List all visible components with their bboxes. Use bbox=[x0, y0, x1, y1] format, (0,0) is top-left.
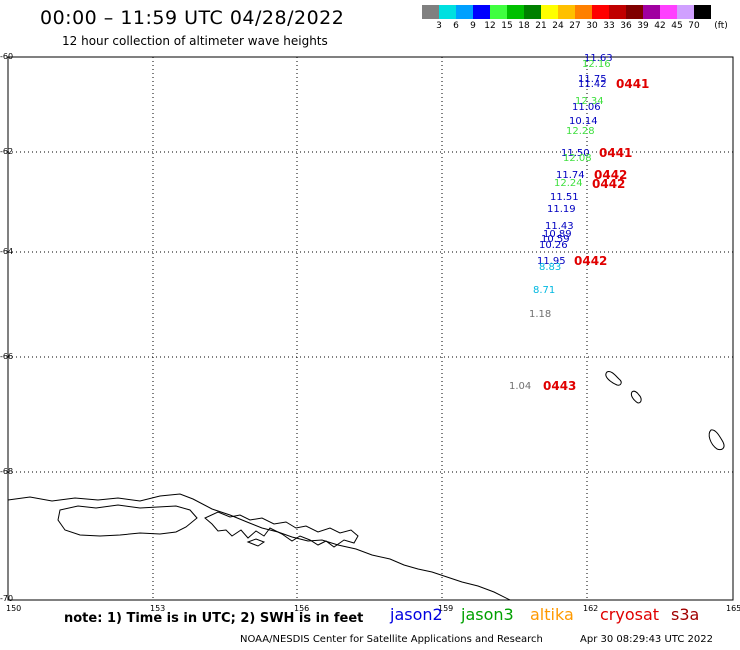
longitude-tick-label: 156 bbox=[294, 604, 310, 613]
pass-id-label: 0442 bbox=[574, 254, 608, 268]
footer-note: note: 1) Time is in UTC; 2) SWH is in fe… bbox=[64, 611, 364, 626]
wave-height-label: 1.18 bbox=[529, 309, 552, 320]
wave-height-label: 12.28 bbox=[566, 126, 595, 137]
wave-height-label: 11.74 bbox=[556, 170, 585, 181]
coastline bbox=[7, 371, 725, 601]
wave-height-label: 11.63 bbox=[584, 53, 613, 64]
longitude-tick-label: 162 bbox=[583, 604, 599, 613]
legend-swatch bbox=[592, 5, 609, 19]
wave-height-label: 8.71 bbox=[533, 285, 556, 296]
legend-swatch bbox=[541, 5, 558, 19]
wave-height-label: 1.04 bbox=[509, 381, 532, 392]
graticule bbox=[8, 57, 733, 600]
legend-swatch bbox=[643, 5, 660, 19]
legend-unit-label: (ft) bbox=[714, 21, 728, 31]
wave-height-label: 11.19 bbox=[547, 204, 576, 215]
legend-tick-label: 33 bbox=[603, 21, 615, 31]
page-subtitle: 12 hour collection of altimeter wave hei… bbox=[62, 34, 328, 48]
satellite-label: jason3 bbox=[461, 605, 514, 624]
pass-id-label: 0442 bbox=[594, 168, 628, 182]
legend-tick-label: 15 bbox=[501, 21, 513, 31]
legend-tick-label: 39 bbox=[637, 21, 649, 31]
legend-tick-label: 3 bbox=[436, 21, 442, 31]
wave-height-label: 10.89 bbox=[543, 229, 572, 240]
wave-height-label: 11.50 bbox=[561, 148, 590, 159]
pass-id-label: 0443 bbox=[543, 379, 577, 393]
legend-tick-label: 12 bbox=[484, 21, 496, 31]
legend-swatch bbox=[694, 5, 711, 19]
pass-id-label: 0441 bbox=[616, 77, 650, 91]
legend-swatch bbox=[507, 5, 524, 19]
footer-timestamp: Apr 30 08:29:43 UTC 2022 bbox=[580, 634, 713, 645]
legend-swatch bbox=[473, 5, 490, 19]
wave-height-label: 11.51 bbox=[550, 192, 579, 203]
wave-height-label: 11.06 bbox=[572, 102, 601, 113]
wave-height-label: 11.75 bbox=[578, 74, 607, 85]
legend-swatch bbox=[456, 5, 473, 19]
latitude-tick-label: -60 bbox=[0, 52, 14, 61]
legend-swatch bbox=[439, 5, 456, 19]
legend-tick-label: 30 bbox=[586, 21, 598, 31]
pass-id-label: 0442 bbox=[592, 177, 626, 191]
satellite-label: cryosat bbox=[600, 605, 660, 624]
wave-height-label: 11.42 bbox=[578, 79, 607, 90]
footer-credit: NOAA/NESDIS Center for Satellite Applica… bbox=[240, 634, 543, 645]
page-title: 00:00 – 11:59 UTC 04/28/2022 bbox=[40, 7, 345, 29]
legend-tick-label: 45 bbox=[671, 21, 683, 31]
legend-swatch bbox=[575, 5, 592, 19]
wave-height-label: 8.83 bbox=[539, 262, 562, 273]
legend-tick-label: 21 bbox=[535, 21, 547, 31]
latitude-tick-label: -62 bbox=[0, 147, 14, 156]
wave-height-label: 10.59 bbox=[541, 234, 570, 245]
legend-tick-label: 24 bbox=[552, 21, 564, 31]
satellite-label: altika bbox=[530, 605, 574, 624]
legend-swatch bbox=[660, 5, 677, 19]
wave-height-label: 12.24 bbox=[554, 178, 583, 189]
legend-swatch bbox=[490, 5, 507, 19]
satellite-label: jason2 bbox=[390, 605, 443, 624]
wave-height-label: 12.34 bbox=[575, 96, 604, 107]
longitude-tick-label: 159 bbox=[438, 604, 454, 613]
wave-height-label: 11.43 bbox=[545, 221, 574, 232]
latitude-tick-label: -68 bbox=[0, 467, 14, 476]
legend-tick-label: 6 bbox=[453, 21, 459, 31]
longitude-tick-label: 150 bbox=[6, 604, 22, 613]
legend-tick-label: 70 bbox=[688, 21, 700, 31]
longitude-tick-label: 165 bbox=[726, 604, 740, 613]
legend-swatch bbox=[422, 5, 439, 19]
wave-height-label: 11.95 bbox=[537, 256, 566, 267]
latitude-tick-label: -70 bbox=[0, 594, 14, 603]
legend-tick-label: 9 bbox=[470, 21, 476, 31]
wave-height-label: 10.14 bbox=[569, 116, 598, 127]
legend-swatch bbox=[626, 5, 643, 19]
legend-tick-label: 42 bbox=[654, 21, 666, 31]
wave-height-label: 10.26 bbox=[539, 240, 568, 251]
legend-swatch bbox=[524, 5, 541, 19]
legend-tick-label: 27 bbox=[569, 21, 581, 31]
legend-swatch bbox=[677, 5, 694, 19]
satellite-label: s3a bbox=[671, 605, 700, 624]
legend-tick-label: 36 bbox=[620, 21, 632, 31]
legend-swatch bbox=[558, 5, 575, 19]
latitude-tick-label: -64 bbox=[0, 247, 14, 256]
latitude-tick-label: -66 bbox=[0, 352, 14, 361]
legend-swatch bbox=[609, 5, 626, 19]
legend-tick-label: 18 bbox=[518, 21, 530, 31]
wave-height-label: 12.08 bbox=[563, 153, 592, 164]
pass-id-label: 0441 bbox=[599, 146, 633, 160]
color-scale-legend: 3 6 9 12 15 18 21 24 27 30 33 36 39 42 45 70 (ft) bbox=[422, 5, 740, 31]
longitude-tick-label: 153 bbox=[150, 604, 166, 613]
wave-height-label: 12.16 bbox=[582, 59, 611, 70]
map-frame bbox=[7, 56, 734, 601]
